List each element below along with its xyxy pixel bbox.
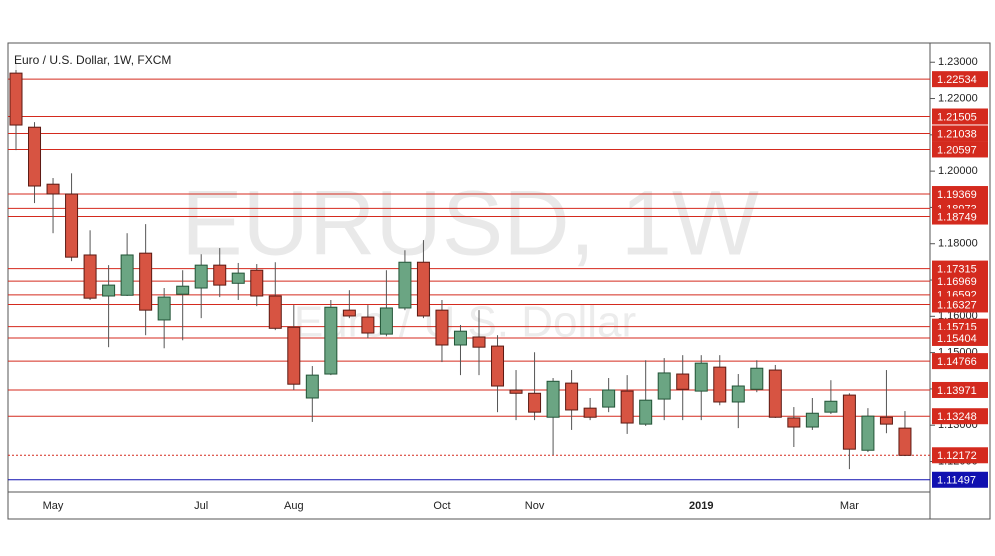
level-label: 1.18749	[937, 211, 977, 223]
x-tick-label: 2019	[689, 500, 713, 512]
candle-body	[676, 373, 690, 390]
candle-body	[65, 193, 79, 258]
candle-body	[824, 400, 838, 413]
candle-body	[787, 417, 801, 428]
candle-body	[694, 362, 708, 392]
candle-body	[231, 272, 245, 284]
level-label-bg	[932, 329, 988, 346]
y-tick-label: 1.18000	[938, 238, 978, 250]
candle-body	[324, 306, 338, 375]
level-label: 1.19369	[937, 189, 977, 201]
candle-body	[176, 285, 190, 295]
level-label-bg	[932, 408, 988, 425]
candle-body	[750, 367, 764, 390]
x-tick-label: May	[43, 500, 64, 512]
candle-body	[416, 261, 430, 317]
candle-body	[842, 394, 856, 450]
level-label-bg	[932, 71, 988, 88]
candle-body	[731, 385, 745, 403]
level-label-bg	[932, 381, 988, 398]
candle-body	[879, 416, 893, 425]
candle-body	[28, 126, 42, 187]
candle-body	[620, 390, 634, 424]
level-label-bg	[932, 108, 988, 125]
candle-body	[268, 295, 282, 329]
level-label: 1.21505	[937, 111, 977, 123]
level-label: 1.20597	[937, 144, 977, 156]
candle-body	[83, 254, 97, 299]
candle-body	[491, 345, 505, 387]
candle-body	[342, 309, 356, 317]
candle-body	[361, 316, 375, 334]
candle-body	[805, 412, 819, 428]
candle-body	[46, 183, 60, 195]
level-label: 1.13248	[937, 411, 977, 423]
candle-body	[305, 374, 319, 399]
chart-title: Euro / U.S. Dollar, 1W, FXCM	[14, 53, 171, 67]
candle-body	[861, 415, 875, 451]
candle-body	[379, 307, 393, 335]
candle-body	[657, 372, 671, 400]
level-label: 1.14766	[937, 356, 977, 368]
level-label-bg	[932, 208, 988, 225]
plot	[8, 62, 930, 481]
candle-body	[768, 369, 782, 418]
x-tick-label: Nov	[525, 500, 545, 512]
candle-body	[528, 392, 542, 413]
candle-body	[102, 284, 116, 297]
candle-body	[194, 264, 208, 289]
y-tick-label: 1.20000	[938, 165, 978, 177]
title-bg	[11, 52, 189, 70]
candle-body	[546, 380, 560, 418]
candle-body	[453, 330, 467, 346]
candle-body	[120, 254, 134, 296]
level-label: 1.16327	[937, 299, 977, 311]
level-label-bg	[932, 353, 988, 370]
level-label-bg	[932, 141, 988, 158]
candle-body	[583, 407, 597, 418]
candle-body	[287, 326, 301, 385]
level-label: 1.16969	[937, 276, 977, 288]
candle-body	[435, 309, 449, 346]
candle-body	[602, 389, 616, 408]
level-label: 1.17315	[937, 263, 977, 275]
candle-body	[713, 366, 727, 403]
x-tick-label: Jul	[194, 500, 208, 512]
level-label: 1.11497	[937, 475, 976, 487]
level-label: 1.15404	[937, 333, 977, 345]
candle-body	[157, 296, 171, 321]
level-label-bg	[932, 296, 988, 313]
candle-body	[472, 336, 486, 348]
y-tick-label: 1.23000	[938, 56, 978, 68]
x-tick-label: Oct	[433, 500, 450, 512]
candle-body	[250, 269, 264, 297]
candle-body	[139, 252, 153, 311]
x-tick-label: Mar	[840, 500, 859, 512]
watermark-symbol: EURUSD, 1W	[181, 172, 759, 274]
candle-body	[509, 389, 523, 394]
level-label-bg	[932, 273, 988, 290]
level-label: 1.13971	[937, 385, 977, 397]
candle-body	[565, 382, 579, 411]
level-label-bg	[932, 447, 988, 464]
candle-body	[398, 261, 412, 309]
candle-body	[898, 427, 912, 456]
candle-body	[213, 264, 227, 286]
level-label: 1.12172	[937, 450, 977, 462]
level-label-bg	[932, 471, 988, 488]
level-label-bg	[932, 186, 988, 203]
y-tick-label: 1.22000	[938, 92, 978, 104]
x-tick-label: Aug	[284, 500, 304, 512]
level-label: 1.22534	[937, 74, 977, 86]
level-label: 1.21038	[937, 128, 977, 140]
candle-body	[9, 72, 23, 126]
level-label-bg	[932, 125, 988, 142]
candle-body	[639, 399, 653, 425]
level-label-bg	[932, 260, 988, 277]
